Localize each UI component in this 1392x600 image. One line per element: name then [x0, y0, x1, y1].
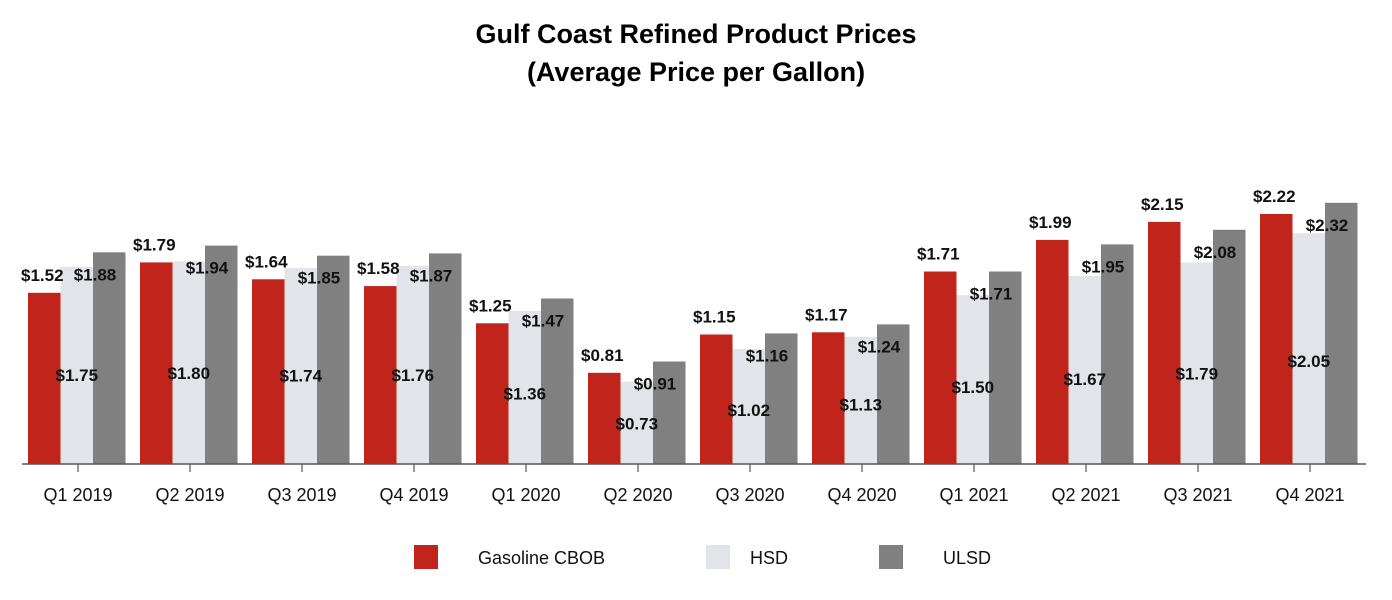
- bar-gasoline-cbob-q1-2021: [924, 271, 957, 464]
- bar-ulsd-q2-2020: [653, 361, 686, 464]
- bar-hsd-q1-2021: [956, 295, 989, 464]
- bar-hsd-q2-2020: [620, 381, 653, 464]
- bar-hsd-q1-2019: [60, 267, 93, 464]
- value-label-ulsd-q1-2019: $1.88: [74, 265, 117, 284]
- x-tick-label-q1-2019: Q1 2019: [43, 485, 112, 505]
- bar-ulsd-q1-2019: [93, 252, 126, 464]
- bar-ulsd-q4-2019: [429, 253, 462, 464]
- legend: Gasoline CBOB HSD ULSD: [414, 545, 991, 569]
- value-label-hsd-q3-2020: $1.02: [728, 401, 771, 420]
- value-label-ulsd-q4-2021: $2.32: [1306, 216, 1349, 235]
- value-labels-layer: $1.52 $1.75 $1.88 $1.79 $1.80 $1.94 $1.64 $1.74…: [21, 187, 1348, 434]
- bar-ulsd-q3-2019: [317, 255, 350, 464]
- bar-gasoline-cbob-q2-2019: [140, 262, 173, 464]
- legend-swatch-hsd: [706, 545, 730, 569]
- value-label-gasoline-cbob-q1-2020: $1.25: [469, 296, 512, 315]
- value-label-hsd-q4-2019: $1.76: [392, 366, 435, 385]
- value-label-ulsd-q4-2019: $1.87: [410, 266, 453, 285]
- bar-gasoline-cbob-q4-2021: [1260, 214, 1293, 464]
- bar-hsd-q4-2019: [396, 265, 429, 464]
- value-label-hsd-q1-2021: $1.50: [952, 378, 995, 397]
- x-tick-label-q1-2021: Q1 2021: [939, 485, 1008, 505]
- bar-hsd-q3-2020: [732, 349, 765, 464]
- bars-layer: [28, 202, 1358, 465]
- legend-swatch-gasoline-cbob: [414, 545, 438, 569]
- value-label-ulsd-q2-2019: $1.94: [186, 259, 229, 278]
- x-tick-label-q2-2021: Q2 2021: [1051, 485, 1120, 505]
- value-label-gasoline-cbob-q1-2019: $1.52: [21, 266, 64, 285]
- value-label-hsd-q4-2020: $1.13: [840, 396, 883, 415]
- value-label-hsd-q3-2019: $1.74: [280, 367, 323, 386]
- bar-ulsd-q2-2019: [205, 245, 238, 464]
- x-tick-label-q3-2021: Q3 2021: [1163, 485, 1232, 505]
- bar-gasoline-cbob-q1-2020: [476, 323, 509, 465]
- x-tick-label-q3-2020: Q3 2020: [715, 485, 784, 505]
- value-label-gasoline-cbob-q4-2019: $1.58: [357, 259, 400, 278]
- value-label-ulsd-q3-2020: $1.16: [746, 346, 789, 365]
- legend-label-hsd: HSD: [750, 548, 788, 568]
- bar-ulsd-q2-2021: [1101, 244, 1134, 464]
- x-tick-label-q4-2020: Q4 2020: [827, 485, 896, 505]
- bar-ulsd-q1-2021: [989, 271, 1022, 464]
- value-label-hsd-q3-2021: $1.79: [1176, 364, 1219, 383]
- x-tick-label-q1-2020: Q1 2020: [491, 485, 560, 505]
- value-label-gasoline-cbob-q3-2019: $1.64: [245, 252, 288, 271]
- value-label-gasoline-cbob-q2-2019: $1.79: [133, 235, 176, 254]
- bar-hsd-q2-2019: [172, 261, 205, 464]
- bar-gasoline-cbob-q2-2020: [588, 372, 621, 464]
- x-tick-label-q3-2019: Q3 2019: [267, 485, 336, 505]
- value-label-ulsd-q3-2019: $1.85: [298, 269, 341, 288]
- bar-hsd-q1-2020: [508, 310, 541, 464]
- bar-hsd-q3-2019: [284, 268, 317, 464]
- bar-ulsd-q4-2020: [877, 324, 910, 464]
- value-label-gasoline-cbob-q4-2021: $2.22: [1253, 187, 1296, 206]
- value-label-ulsd-q3-2021: $2.08: [1194, 243, 1237, 262]
- value-label-hsd-q1-2020: $1.36: [504, 385, 547, 404]
- bar-hsd-q2-2021: [1068, 276, 1101, 464]
- bar-gasoline-cbob-q4-2020: [812, 332, 845, 464]
- value-label-ulsd-q1-2020: $1.47: [522, 312, 565, 331]
- bar-gasoline-cbob-q2-2021: [1036, 239, 1069, 464]
- x-tick-label-q4-2019: Q4 2019: [379, 485, 448, 505]
- value-label-gasoline-cbob-q4-2020: $1.17: [805, 305, 848, 324]
- value-label-gasoline-cbob-q3-2021: $2.15: [1141, 195, 1184, 214]
- chart-title: Gulf Coast Refined Product Prices: [475, 19, 916, 49]
- x-tick-label-q2-2019: Q2 2019: [155, 485, 224, 505]
- value-label-ulsd-q4-2020: $1.24: [858, 337, 901, 356]
- value-label-hsd-q1-2019: $1.75: [56, 366, 99, 385]
- bar-gasoline-cbob-q4-2019: [364, 286, 397, 464]
- value-label-hsd-q2-2021: $1.67: [1064, 370, 1107, 389]
- bar-hsd-q4-2020: [844, 336, 877, 464]
- x-tick-label-q4-2021: Q4 2021: [1275, 485, 1344, 505]
- bar-gasoline-cbob-q3-2019: [252, 279, 285, 464]
- value-label-gasoline-cbob-q2-2020: $0.81: [581, 346, 624, 365]
- x-tick-label-q2-2020: Q2 2020: [603, 485, 672, 505]
- x-axis: Q1 2019 Q2 2019 Q3 2019 Q4 2019 Q1 2020 Q2 20…: [22, 463, 1366, 505]
- bar-ulsd-q4-2021: [1325, 202, 1358, 465]
- bar-gasoline-cbob-q3-2021: [1148, 221, 1181, 464]
- bar-ulsd-q3-2021: [1213, 229, 1246, 464]
- value-label-gasoline-cbob-q2-2021: $1.99: [1029, 213, 1072, 232]
- value-label-hsd-q2-2019: $1.80: [168, 364, 211, 383]
- legend-label-ulsd: ULSD: [943, 548, 991, 568]
- legend-label-gasoline-cbob: Gasoline CBOB: [478, 548, 605, 568]
- chart-subtitle: (Average Price per Gallon): [527, 57, 865, 87]
- bar-hsd-q4-2021: [1292, 233, 1325, 464]
- value-label-hsd-q2-2020: $0.73: [616, 415, 659, 434]
- bar-ulsd-q3-2020: [765, 333, 798, 464]
- value-label-gasoline-cbob-q3-2020: $1.15: [693, 308, 736, 327]
- value-label-ulsd-q2-2021: $1.95: [1082, 257, 1125, 276]
- value-label-gasoline-cbob-q1-2021: $1.71: [917, 245, 960, 264]
- bar-gasoline-cbob-q3-2020: [700, 334, 733, 464]
- bar-hsd-q3-2021: [1180, 262, 1213, 464]
- bar-ulsd-q1-2020: [541, 298, 574, 464]
- value-label-hsd-q4-2021: $2.05: [1288, 352, 1331, 371]
- value-label-ulsd-q2-2020: $0.91: [634, 375, 677, 394]
- legend-swatch-ulsd: [879, 545, 903, 569]
- bar-gasoline-cbob-q1-2019: [28, 292, 61, 464]
- value-label-ulsd-q1-2021: $1.71: [970, 285, 1013, 304]
